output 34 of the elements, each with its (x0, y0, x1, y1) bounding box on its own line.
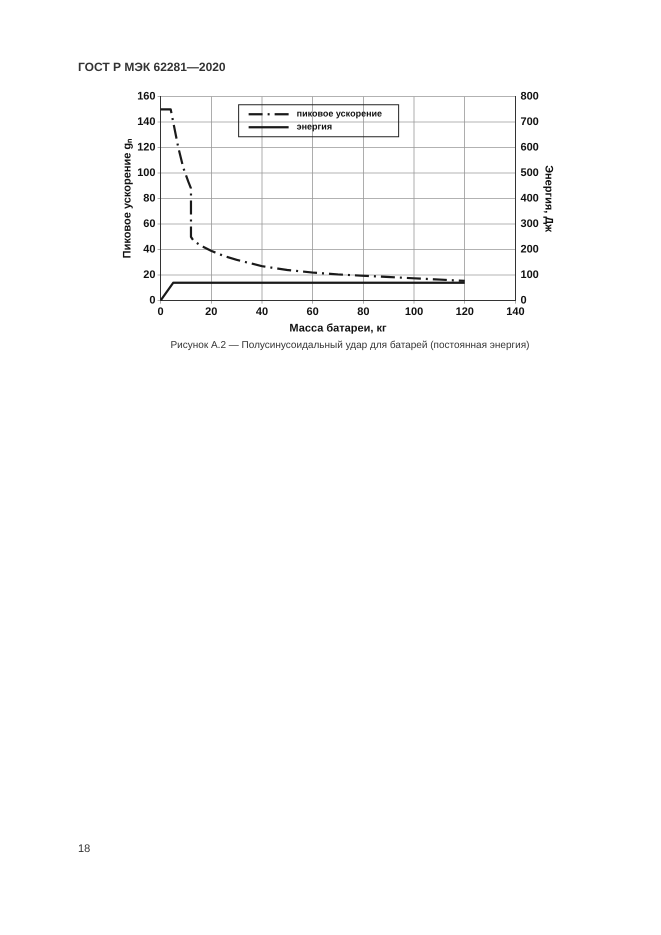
y-tick-label: 160 (137, 90, 156, 103)
y2-tick-label: 700 (520, 116, 539, 128)
x-tick-label: 120 (456, 306, 474, 318)
y-tick-label: 60 (143, 218, 156, 230)
text: 18 (78, 843, 90, 855)
y-tick-label: 120 (137, 142, 156, 154)
x-tick-label: 80 (357, 306, 370, 318)
y2-tick-label: 100 (520, 269, 539, 282)
y-tick-label: 140 (137, 116, 156, 128)
x-tick-label: 60 (306, 306, 319, 318)
x-tick-label: 0 (157, 306, 164, 318)
x-tick-label: 140 (506, 306, 525, 318)
x-axis-title: Масса батареи, кг (289, 322, 387, 334)
y-tick-label: 40 (143, 244, 156, 256)
legend-label: энергия (296, 122, 332, 132)
legend-label: пиковое ускорение (296, 108, 382, 119)
y2-tick-label: 600 (520, 142, 539, 154)
x-tick-label: 40 (256, 306, 268, 318)
y2-tick-label: 200 (520, 244, 539, 256)
x-tick-label: 20 (205, 306, 218, 318)
x-tick-label: 100 (404, 306, 424, 318)
y2-tick-label: 300 (520, 218, 539, 230)
y-tick-label: 80 (143, 192, 156, 205)
y2-axis-title: Энергия, Дж (542, 165, 554, 232)
y2-tick-label: 0 (520, 294, 527, 307)
y-tick-label: 100 (137, 167, 156, 180)
text: Рисунок А.2 — Полусинусоидальный удар для батарей (постоянная энергия) (170, 340, 530, 351)
y-tick-label: 0 (149, 294, 156, 307)
y-tick-label: 20 (143, 269, 156, 282)
y-axis-title: Пиковое ускорение gₙ (122, 138, 134, 258)
y2-tick-label: 800 (520, 90, 539, 103)
y2-tick-label: 500 (520, 167, 539, 180)
text: ГОСТ Р МЭК 62281—2020 (78, 60, 226, 74)
y2-tick-label: 400 (520, 192, 539, 205)
